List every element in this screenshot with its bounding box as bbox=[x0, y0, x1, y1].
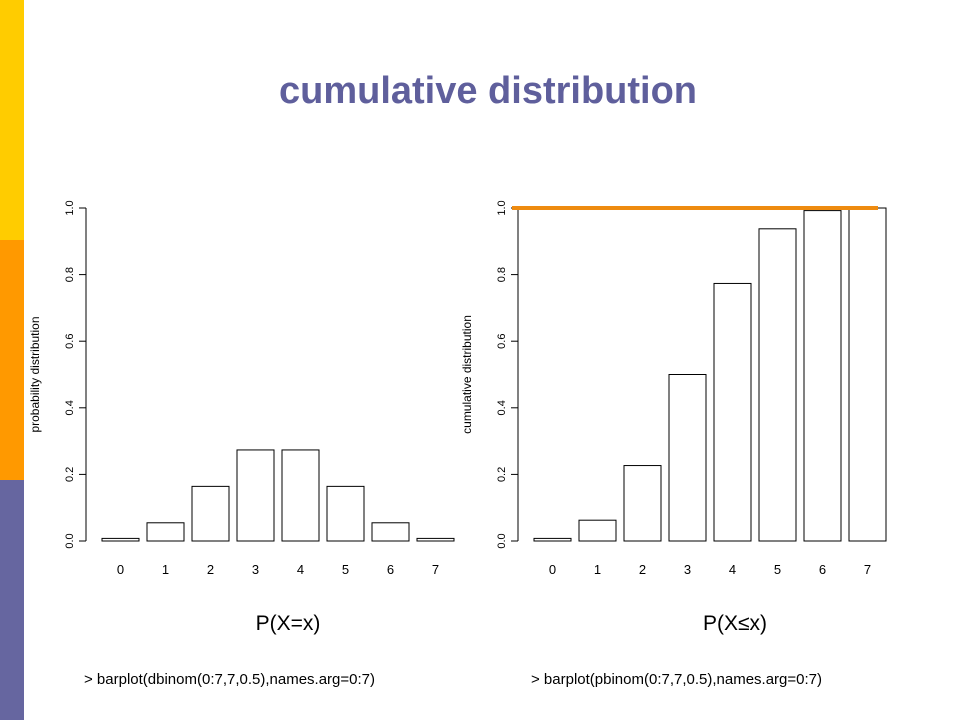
x-tick-label: 0 bbox=[117, 562, 124, 577]
bar bbox=[191, 485, 230, 542]
x-tick-label: 4 bbox=[297, 562, 304, 577]
right-chart-code: > barplot(pbinom(0:7,7,0.5),names.arg=0:… bbox=[531, 671, 822, 688]
x-tick-label: 4 bbox=[729, 562, 736, 577]
bar bbox=[371, 522, 410, 542]
x-tick-label: 1 bbox=[162, 562, 169, 577]
bar bbox=[713, 282, 752, 542]
bar bbox=[623, 465, 662, 542]
bar bbox=[803, 210, 842, 542]
bar bbox=[848, 207, 887, 542]
bar bbox=[236, 449, 275, 542]
x-tick-label: 0 bbox=[549, 562, 556, 577]
accent-bar-top bbox=[0, 0, 24, 240]
bar bbox=[281, 449, 320, 542]
accent-bar-bottom bbox=[0, 480, 24, 720]
y-tick-label: 0.8 bbox=[64, 267, 76, 282]
x-tick-label: 1 bbox=[594, 562, 601, 577]
y-tick-label: 0.0 bbox=[496, 533, 508, 548]
left-chart-code: > barplot(dbinom(0:7,7,0.5),names.arg=0:… bbox=[84, 671, 375, 688]
x-tick-label: 5 bbox=[342, 562, 349, 577]
y-tick-label: 0.0 bbox=[64, 533, 76, 548]
bar bbox=[533, 537, 572, 542]
right-chart-caption: P(X≤x) bbox=[702, 612, 768, 635]
y-tick-label: 0.2 bbox=[64, 467, 76, 482]
y-tick-label: 1.0 bbox=[496, 200, 508, 215]
y-tick-label: 0.8 bbox=[496, 267, 508, 282]
x-tick-label: 2 bbox=[207, 562, 214, 577]
bar bbox=[578, 519, 617, 542]
left-chart-caption: P(X=x) bbox=[255, 612, 321, 635]
x-tick-label: 3 bbox=[684, 562, 691, 577]
y-tick-label: 0.6 bbox=[64, 334, 76, 349]
x-tick-label: 7 bbox=[432, 562, 439, 577]
y-tick-label: 0.4 bbox=[64, 400, 76, 415]
y-tick-label: 0.4 bbox=[496, 400, 508, 415]
bar bbox=[326, 485, 365, 542]
bar bbox=[146, 522, 185, 542]
x-tick-label: 5 bbox=[774, 562, 781, 577]
bar bbox=[668, 374, 707, 542]
x-tick-label: 3 bbox=[252, 562, 259, 577]
accent-bar-middle bbox=[0, 240, 24, 480]
cumulative-bar-chart: 0.0 0.2 0.4 0.6 0.8 1.0 cumulative distributio… bbox=[460, 200, 887, 577]
y-tick-label: 0.6 bbox=[496, 334, 508, 349]
x-tick-label: 2 bbox=[639, 562, 646, 577]
x-tick-label: 7 bbox=[864, 562, 871, 577]
x-tick-label: 6 bbox=[819, 562, 826, 577]
x-tick-label: 6 bbox=[387, 562, 394, 577]
bar bbox=[416, 537, 455, 542]
bar bbox=[101, 537, 140, 542]
y-axis-label: probability distribution bbox=[28, 316, 42, 432]
y-tick-label: 0.2 bbox=[496, 467, 508, 482]
slide-title: cumulative distribution bbox=[278, 70, 698, 112]
probability-bar-chart: 0.0 0.2 0.4 0.6 0.8 1.0 probability distributi… bbox=[28, 200, 455, 577]
y-axis-label: cumulative distribution bbox=[460, 315, 474, 434]
bar bbox=[758, 228, 797, 542]
y-tick-label: 1.0 bbox=[64, 200, 76, 215]
